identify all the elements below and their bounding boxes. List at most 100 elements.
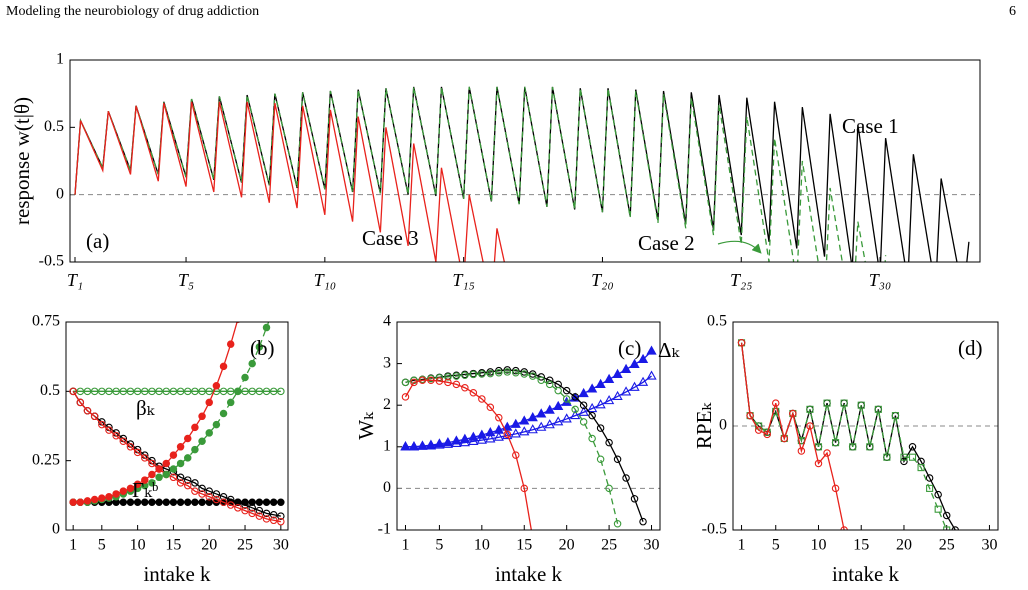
plot-area <box>74 86 970 262</box>
point <box>771 399 780 407</box>
point <box>155 473 163 482</box>
point <box>262 509 271 518</box>
point <box>241 387 249 396</box>
point <box>857 401 865 409</box>
point <box>248 498 256 507</box>
point <box>198 484 206 493</box>
point <box>262 498 271 507</box>
x-tick-label: 20 <box>559 537 575 554</box>
point <box>205 387 213 396</box>
annotation: Case 2 <box>638 231 695 255</box>
point <box>176 443 185 451</box>
point <box>176 473 185 482</box>
point <box>891 412 899 420</box>
point <box>162 470 171 479</box>
point <box>176 459 185 468</box>
point <box>603 373 615 383</box>
point <box>198 498 206 507</box>
point <box>578 387 589 398</box>
point <box>746 411 754 420</box>
point <box>823 399 831 407</box>
point <box>620 363 632 373</box>
point <box>639 517 647 526</box>
y-tick-label: 1 <box>383 437 391 454</box>
point <box>934 490 942 499</box>
point <box>191 387 199 396</box>
annotation: (c) <box>618 336 641 360</box>
point <box>520 484 529 493</box>
y-tick-label: 0 <box>56 185 64 202</box>
point <box>98 420 106 429</box>
point <box>105 492 113 501</box>
y-tick-label: 0.5 <box>707 313 727 330</box>
point <box>126 443 135 451</box>
point <box>612 368 623 378</box>
point <box>469 388 478 397</box>
point <box>119 387 128 396</box>
x-tick-label: 15 <box>853 537 869 554</box>
x-tick-label: 15 <box>516 537 532 554</box>
point <box>527 412 538 422</box>
point <box>495 413 503 422</box>
point <box>401 378 410 387</box>
point <box>780 434 789 443</box>
annotation: Δₖ <box>658 338 681 362</box>
point <box>212 490 221 498</box>
point <box>262 323 271 332</box>
point <box>832 439 840 447</box>
x-axis-label: intake k <box>143 562 211 586</box>
series-line <box>740 342 948 530</box>
point <box>452 372 461 380</box>
point <box>155 498 163 507</box>
x-tick-label: 5 <box>98 537 106 554</box>
point <box>840 399 848 407</box>
point <box>588 411 596 420</box>
point <box>226 495 235 504</box>
point <box>191 498 199 507</box>
y-tick-label: 1 <box>56 51 64 68</box>
point <box>537 376 545 384</box>
point <box>191 479 199 487</box>
point <box>554 386 562 395</box>
point <box>908 453 917 461</box>
point <box>83 406 92 415</box>
point <box>613 455 622 464</box>
y-tick-label: 0.25 <box>32 451 60 468</box>
point <box>112 490 120 498</box>
point <box>495 366 503 375</box>
point <box>586 383 598 393</box>
point <box>133 480 142 488</box>
point <box>553 416 564 426</box>
point <box>434 439 445 449</box>
y-axis-label: Wₖ <box>354 411 378 440</box>
point <box>495 369 503 377</box>
point <box>806 405 814 413</box>
annotation: Case 1 <box>842 114 899 138</box>
point <box>486 369 495 378</box>
point <box>248 359 256 368</box>
point <box>255 498 264 507</box>
point <box>510 428 521 438</box>
point <box>926 484 934 492</box>
x-tick-label: 30 <box>273 537 289 554</box>
point <box>866 443 874 451</box>
point <box>169 387 178 396</box>
point <box>198 387 206 396</box>
point <box>148 387 156 396</box>
series-line <box>72 390 281 523</box>
point <box>485 433 496 443</box>
point <box>588 434 596 443</box>
point <box>162 459 171 468</box>
point <box>183 498 192 507</box>
point <box>241 373 249 382</box>
point <box>579 418 588 426</box>
plot-frame <box>69 59 981 263</box>
point <box>528 370 537 378</box>
point <box>169 473 178 482</box>
point <box>485 427 496 437</box>
point <box>183 481 192 490</box>
plot-area <box>737 339 960 530</box>
point <box>925 474 934 482</box>
point <box>849 443 857 451</box>
series-line <box>740 342 956 530</box>
